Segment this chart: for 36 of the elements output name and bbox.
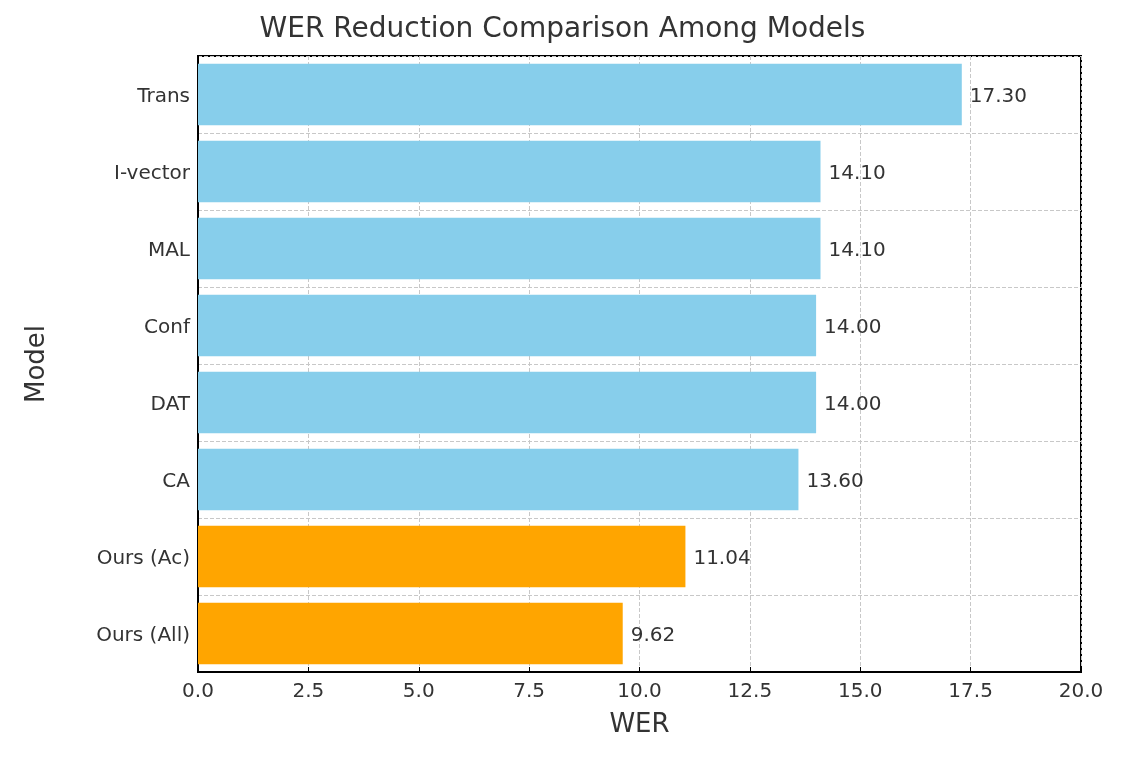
bar xyxy=(198,294,817,357)
bar xyxy=(198,63,962,126)
data-label: 13.60 xyxy=(806,467,864,492)
x-tick-label: 7.5 xyxy=(513,678,546,702)
x-tick-label: 20.0 xyxy=(1058,678,1104,702)
bar xyxy=(198,371,817,434)
data-label: 17.30 xyxy=(969,82,1028,107)
y-tick-label: I-vector xyxy=(113,159,191,184)
bar xyxy=(198,602,623,665)
y-tick-label: DAT xyxy=(150,390,191,415)
x-tick-label: 0.0 xyxy=(182,678,214,702)
bar xyxy=(198,217,821,280)
x-axis-title: WER xyxy=(609,708,670,738)
bar xyxy=(198,140,821,203)
data-label: 14.10 xyxy=(828,159,886,184)
x-tick-label: 15.0 xyxy=(837,678,883,702)
data-label: 9.62 xyxy=(630,621,676,646)
bar xyxy=(198,525,686,588)
data-label: 11.04 xyxy=(693,544,751,569)
y-tick-label: CA xyxy=(162,467,191,492)
y-tick-label: Ours (All) xyxy=(96,621,190,646)
y-tick-label: Ours (Ac) xyxy=(96,544,190,569)
data-label: 14.00 xyxy=(824,313,882,338)
chart-title: WER Reduction Comparison Among Models xyxy=(259,10,866,44)
bar xyxy=(198,448,799,511)
y-tick-label: Conf xyxy=(144,313,191,338)
x-tick-label: 17.5 xyxy=(948,678,993,702)
y-tick-label: MAL xyxy=(147,236,191,261)
data-label: 14.10 xyxy=(828,236,886,261)
x-tick-label: 5.0 xyxy=(402,678,435,702)
data-label: 14.00 xyxy=(824,390,882,415)
x-tick-label: 2.5 xyxy=(292,678,325,702)
x-tick-label: 10.0 xyxy=(617,678,662,702)
y-axis-title: Model xyxy=(20,324,50,404)
x-tick-label: 12.5 xyxy=(727,678,773,702)
y-tick-label: Trans xyxy=(136,82,190,107)
